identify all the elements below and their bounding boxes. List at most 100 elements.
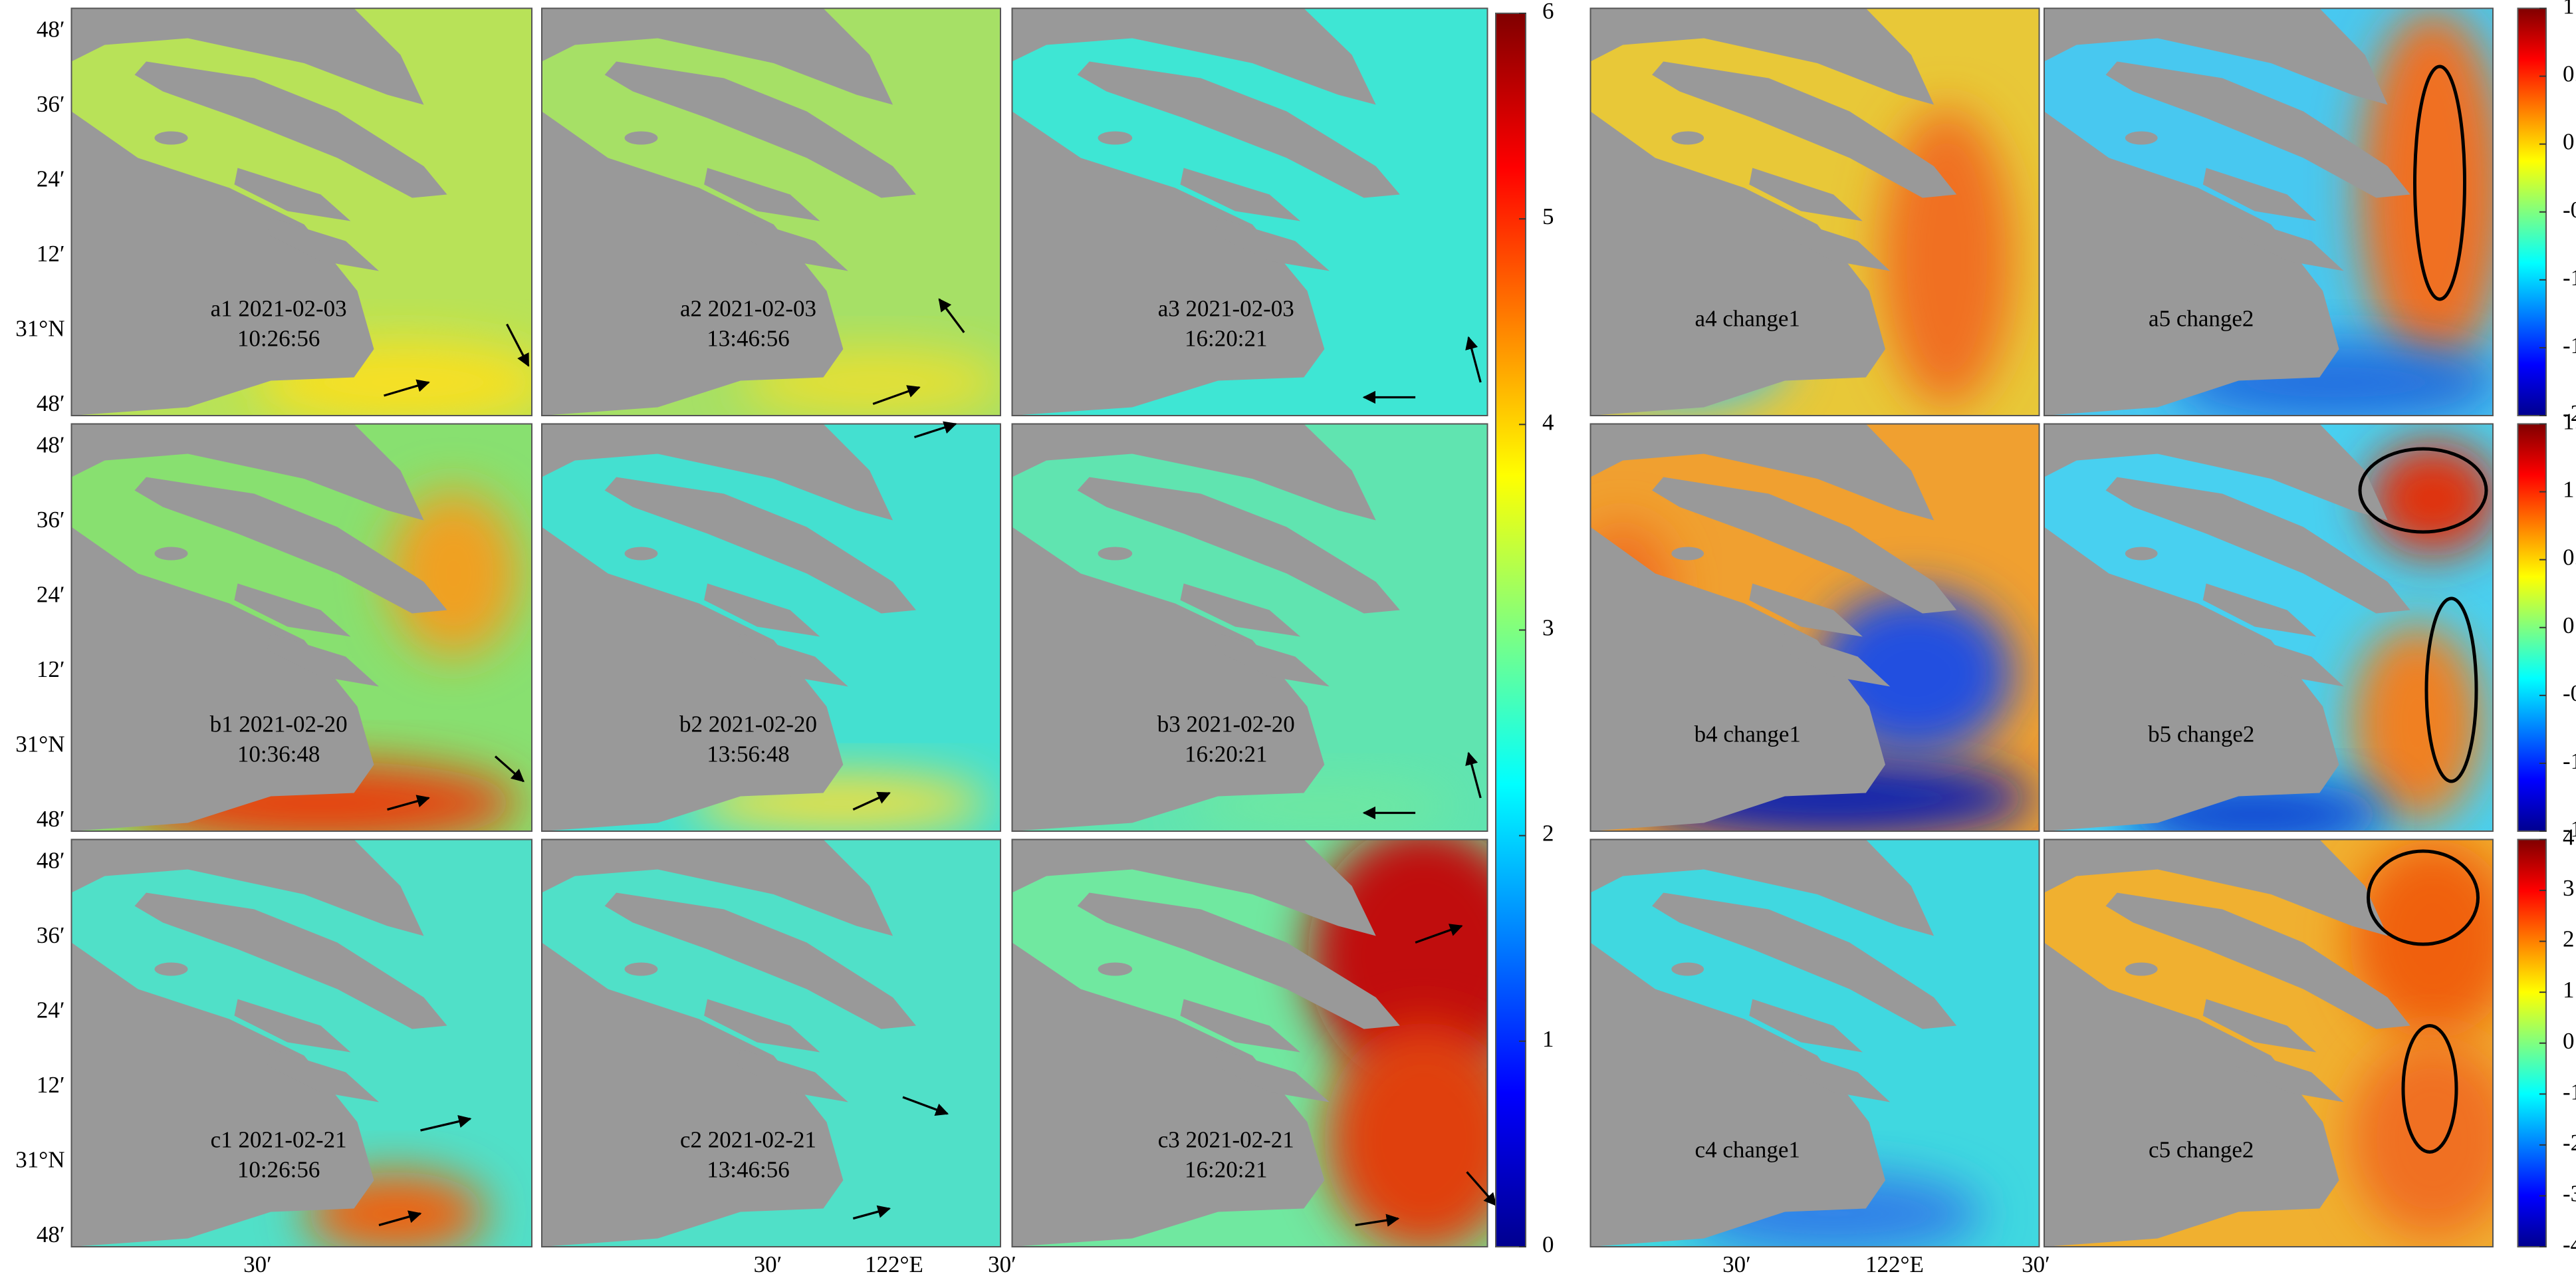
lon-label: 122°E (1865, 1251, 1924, 1277)
map-panel: a4 change1 (1589, 7, 2040, 416)
arrow (902, 1096, 949, 1116)
map-panel: c4 change1 (1589, 838, 2040, 1247)
arrow (384, 379, 430, 397)
lat-label: 48′ (37, 17, 65, 43)
map-content (71, 424, 532, 831)
panel-frame (541, 7, 1002, 416)
map-content (1012, 839, 1488, 1247)
panel-label: a2 2021-02-03 (680, 296, 816, 322)
panel-time: 16:20:21 (1185, 326, 1267, 352)
map-content (1590, 424, 2040, 831)
arrow (1466, 1171, 1497, 1206)
lat-label: 24′ (37, 166, 65, 192)
lon-label: 122°E (865, 1251, 923, 1277)
arrow (378, 1210, 422, 1227)
lat-label: 24′ (37, 997, 65, 1023)
highlight-ellipse (2401, 1023, 2458, 1154)
highlight-ellipse (2424, 596, 2478, 783)
panel-frame (1011, 7, 1488, 416)
lat-label: 36′ (37, 91, 65, 117)
highlight-ellipse (2358, 447, 2488, 534)
panel-label: b5 change2 (2148, 721, 2254, 747)
arrow (1465, 336, 1482, 383)
lon-label: 30′ (243, 1251, 272, 1277)
map-panel: a1 2021-02-03 10:26:56 (70, 7, 533, 416)
lat-label: 48′ (37, 390, 65, 416)
map-panel: c2 2021-02-21 13:46:56 (541, 838, 1002, 1247)
colorbar-tick-label: -1.5 (2563, 332, 2576, 358)
panel-frame (1011, 838, 1488, 1247)
panel-frame (2043, 423, 2494, 832)
colorbar-tick-label: 2 (2563, 926, 2575, 952)
colorbar-tick-label: 5 (1542, 203, 1554, 229)
lat-label: 48′ (37, 432, 65, 458)
panel-time: 16:20:21 (1185, 741, 1267, 767)
colorbar-tick-label: -0.5 (2563, 197, 2576, 223)
highlight-ellipse (2366, 849, 2480, 946)
colorbar-tick-label: 0 (2563, 612, 2575, 638)
panel-time: 10:26:56 (237, 326, 320, 352)
panel-time: 13:46:56 (707, 326, 789, 352)
arrow (387, 795, 430, 811)
panel-frame (1589, 838, 2040, 1247)
colorbar-tick-label: -2 (2563, 400, 2576, 426)
map-content (1590, 8, 2040, 416)
panel-label: a3 2021-02-03 (1158, 296, 1294, 322)
lat-label: 48′ (37, 1221, 65, 1247)
map-panels: a1 2021-02-03 10:26:56 a2 2021-02-03 13:46:… (70, 7, 2494, 1247)
lat-label: 31°N (15, 731, 64, 757)
colorbar-tick-label: -2 (2563, 1130, 2576, 1156)
panel-label: b2 2021-02-20 (679, 711, 817, 737)
panel-label: a5 change2 (2149, 306, 2254, 332)
colorbar-tick-label: -3 (2563, 1180, 2576, 1206)
colorbar-tick-label: 0 (2563, 1028, 2575, 1054)
colorbar-tick-label: -1 (2563, 265, 2576, 291)
map-panel: b5 change2 (2043, 423, 2494, 832)
map-content (2044, 839, 2493, 1247)
panel-frame (70, 838, 533, 1247)
colorbar-tick-label: 1 (1542, 1026, 1554, 1052)
panel-time: 16:20:21 (1185, 1157, 1267, 1183)
lon-label: 30′ (988, 1251, 1016, 1277)
arrow (872, 385, 921, 406)
panel-frame (2043, 7, 2494, 416)
water-patch (1324, 1022, 1488, 1247)
map-content (542, 8, 1001, 416)
lat-label: 24′ (37, 582, 65, 608)
arrow (506, 323, 530, 367)
colorbar-tick-label: 0.5 (2563, 61, 2576, 87)
map-panel: c3 2021-02-21 16:20:21 (1011, 838, 1497, 1247)
panel-frame (70, 423, 533, 832)
map-panel: c5 change2 (2043, 838, 2494, 1247)
panel-label: b1 2021-02-20 (210, 711, 348, 737)
panel-time: 10:26:56 (237, 1157, 320, 1183)
lon-label: 30′ (2022, 1251, 2050, 1277)
panel-label: c3 2021-02-21 (1158, 1127, 1294, 1153)
panel-label: b3 2021-02-20 (1157, 711, 1295, 737)
map-panel: b4 change1 (1589, 423, 2040, 832)
panel-label: a1 2021-02-03 (211, 296, 347, 322)
lat-label: 48′ (37, 806, 65, 832)
arrow (1415, 924, 1463, 944)
map-panel: b2 2021-02-20 13:56:48 (541, 421, 1002, 832)
map-panel: a2 2021-02-03 13:46:56 (541, 7, 1002, 416)
arrow (852, 791, 891, 811)
colorbar-tick-label: 2 (1542, 821, 1554, 846)
map-content (1012, 8, 1488, 416)
panel-label: c5 change2 (2149, 1137, 2254, 1163)
lat-label: 36′ (37, 507, 65, 533)
panel-label: c2 2021-02-21 (680, 1127, 816, 1153)
lat-label: 31°N (15, 1147, 64, 1173)
map-content (1590, 839, 2040, 1247)
lat-label: 12′ (37, 241, 65, 267)
colorbar-tick-label: 3 (2563, 875, 2575, 901)
colorbar-tick-label: 0 (2563, 129, 2575, 155)
lat-label: 36′ (37, 922, 65, 948)
colorbar-tick-label: 4 (1542, 409, 1554, 435)
map-panel: b1 2021-02-20 10:36:48 (70, 423, 533, 832)
arrow (494, 755, 525, 783)
highlight-ellipse (2412, 64, 2466, 301)
water-patch (2349, 1039, 2493, 1239)
arrow (852, 1205, 891, 1220)
